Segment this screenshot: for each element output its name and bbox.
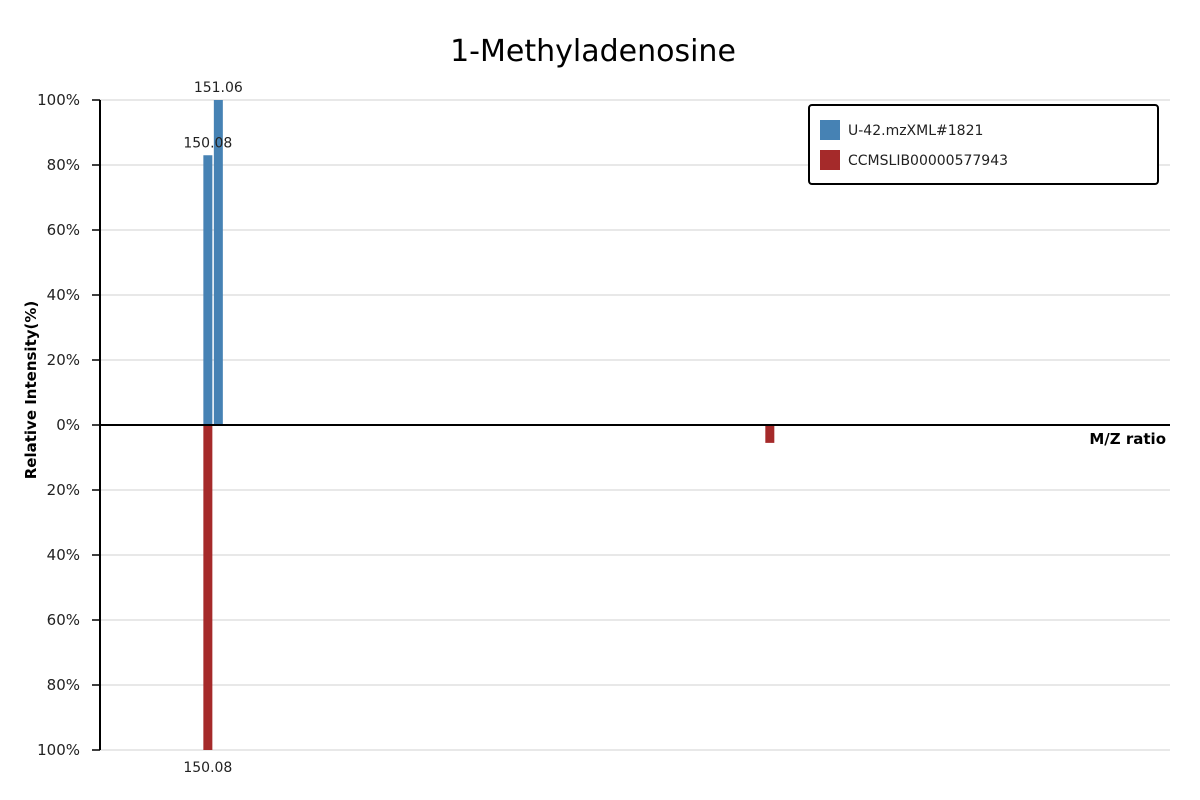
y-tick-label: 40% — [47, 546, 80, 564]
peak-label-series-1-1: 150.08 — [183, 135, 232, 151]
y-axis-title: Relative Intensity(%) — [22, 301, 40, 480]
gridlines — [100, 99, 1170, 751]
y-tick-label: 100% — [37, 741, 80, 759]
y-tick-label: 20% — [47, 481, 80, 499]
legend-label-series-1: U-42.mzXML#1821 — [848, 123, 983, 139]
legend-swatch-series-1 — [820, 120, 840, 140]
y-tick-label: 40% — [47, 286, 80, 304]
y-tick-label: 80% — [47, 676, 80, 694]
legend: U-42.mzXML#1821 CCMSLIB00000577943 — [808, 104, 1159, 185]
legend-box — [808, 104, 1159, 185]
x-axis-title: M/Z ratio — [1089, 430, 1166, 448]
y-tick-label: 100% — [37, 91, 80, 109]
peak-label-series-2-1: 150.08 — [183, 760, 232, 776]
peak-labels: 150.08 151.06 150.08 — [183, 80, 243, 776]
peak-bar-series-1-2 — [213, 100, 223, 425]
y-tick-label: 80% — [47, 156, 80, 174]
peak-bar-series-1-1 — [203, 155, 213, 425]
peak-bar-series-2-2 — [765, 425, 775, 443]
y-tick-label: 20% — [47, 351, 80, 369]
chart-title: 1-Methyladenosine — [450, 34, 736, 69]
axes — [92, 99, 1170, 751]
peak-label-series-1-2: 151.06 — [194, 80, 243, 96]
y-tick-label: 60% — [47, 221, 80, 239]
y-tick-label: 60% — [47, 611, 80, 629]
legend-swatch-series-2 — [820, 150, 840, 170]
y-tick-labels: 100% 80% 60% 40% 20% 0% 20% 40% 60% 80% 100% — [37, 91, 80, 759]
peak-bar-series-2-1 — [203, 425, 213, 750]
y-tick-label: 0% — [56, 416, 80, 434]
spectrum-peaks — [203, 100, 775, 750]
legend-label-series-2: CCMSLIB00000577943 — [848, 153, 1008, 169]
